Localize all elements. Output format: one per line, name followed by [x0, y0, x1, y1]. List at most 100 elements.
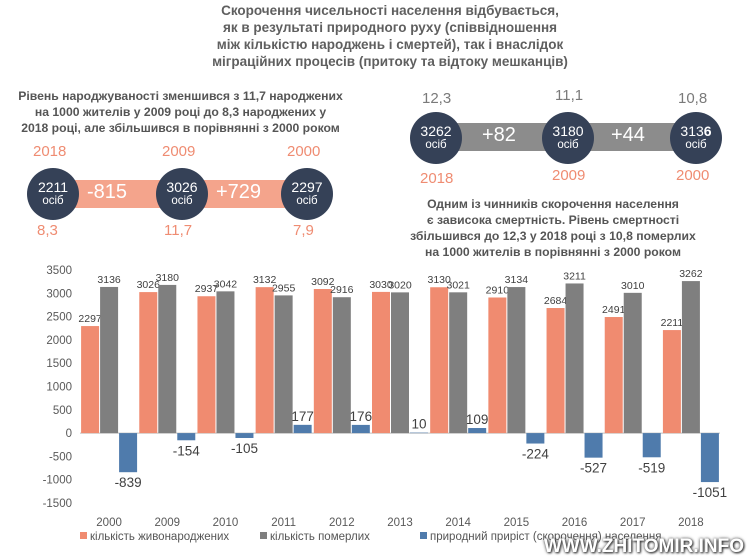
bar-natural-2011 [293, 424, 312, 434]
deaths-year-2018: 2018 [420, 170, 454, 187]
data-label-deaths-2013: 3020 [388, 279, 412, 291]
y-tick-label: -1500 [43, 498, 72, 510]
bar-births-2015 [488, 297, 507, 434]
bar-births-2018 [662, 330, 681, 434]
deaths-count-2009: 3180 [552, 123, 584, 139]
data-label-births-2009: 3026 [137, 279, 161, 291]
legend-births-label: кількість живонароджених [90, 531, 230, 543]
data-label-births-2012: 3092 [311, 276, 335, 288]
unit-label: осіб [42, 195, 64, 207]
deaths-rate-2018: 12,3 [422, 90, 452, 107]
bar-deaths-2000 [100, 286, 119, 434]
births-rate-2009: 11,7 [164, 222, 193, 239]
data-label-natural-2014: 109 [466, 412, 489, 427]
data-label-natural-2017: -519 [638, 460, 665, 475]
bar-deaths-2016 [565, 283, 584, 434]
legend-births-swatch [80, 532, 87, 539]
bar-natural-2012 [351, 424, 370, 434]
bar-births-2000 [81, 326, 100, 434]
births-year-2009: 2009 [162, 143, 196, 160]
births-year-2018: 2018 [33, 143, 67, 160]
data-label-natural-2000: -839 [115, 475, 142, 490]
legend-deaths-label: кількість померлих [270, 531, 370, 543]
y-tick-label: 1500 [46, 358, 72, 370]
deaths-change-2000-2009: +44 [611, 124, 645, 146]
bar-births-2012 [313, 289, 332, 434]
deaths-rate-2000: 10,8 [678, 90, 708, 107]
bar-births-2017 [604, 317, 623, 434]
bar-deaths-2009 [158, 284, 177, 434]
data-label-natural-2009: -154 [173, 443, 201, 458]
bar-deaths-2010 [216, 291, 235, 434]
data-label-deaths-2018: 3262 [679, 268, 703, 280]
bar-deaths-2011 [274, 295, 293, 434]
bar-births-2009 [139, 292, 158, 434]
unit-label: осіб [685, 139, 707, 151]
y-tick-label: 3500 [46, 265, 72, 277]
y-tick-label: -500 [49, 451, 72, 463]
data-label-deaths-2014: 3021 [447, 279, 471, 291]
data-label-births-2018: 2211 [661, 317, 684, 329]
data-label-births-2014: 3130 [428, 274, 452, 286]
data-label-deaths-2000: 3136 [97, 274, 121, 286]
bar-natural-2018 [700, 433, 719, 483]
unit-label: осіб [557, 139, 579, 151]
births-change-2000-2009: +729 [216, 181, 262, 203]
deaths-circle-2018: 3262 осіб [410, 112, 462, 164]
data-label-natural-2010: -105 [231, 441, 258, 456]
data-label-deaths-2011: 2955 [272, 282, 296, 294]
data-label-natural-2011: 177 [291, 409, 314, 424]
bar-deaths-2012 [332, 297, 351, 434]
data-label-deaths-2017: 3010 [621, 280, 645, 292]
x-tick-label: 2010 [213, 517, 239, 529]
deaths-circle-2000: 3136 осіб [670, 112, 722, 164]
data-label-births-2015: 2910 [486, 284, 510, 296]
x-tick-label: 2011 [271, 517, 296, 529]
deaths-change-2009-2018: +82 [482, 124, 516, 146]
bar-births-2011 [255, 287, 274, 434]
x-tick-label: 2013 [387, 517, 413, 529]
deaths-circle-2009: 3180 осіб [542, 112, 594, 164]
deaths-count-2000-prefix: 313 [680, 123, 704, 139]
x-tick-label: 2015 [504, 517, 530, 529]
deaths-year-2009: 2009 [552, 167, 586, 184]
legend-natural-swatch [420, 532, 427, 539]
bar-births-2013 [372, 291, 390, 434]
data-label-births-2000: 2297 [78, 313, 102, 325]
data-label-births-2013: 3030 [369, 279, 393, 291]
data-label-births-2016: 2684 [544, 295, 568, 307]
x-tick-label: 2016 [562, 517, 588, 529]
y-tick-label: 500 [53, 405, 72, 417]
births-circle-2018: 2211 осіб [27, 168, 79, 220]
deaths-count-2018: 3262 [420, 123, 452, 139]
x-tick-label: 2012 [329, 517, 355, 529]
x-tick-label: 2014 [445, 517, 471, 529]
bar-births-2014 [430, 287, 449, 434]
watermark: WWW.ZHITOMIR.INFO [543, 536, 744, 557]
x-tick-label: 2017 [620, 517, 646, 529]
y-tick-label: 2500 [46, 312, 72, 324]
births-count-2000: 2297 [291, 179, 323, 195]
deaths-description: Одним із чинників скорочення населення є… [410, 197, 696, 259]
legend-deaths: кількість померлих [260, 531, 370, 543]
data-label-deaths-2015: 3134 [505, 274, 529, 286]
bar-natural-2014 [468, 428, 487, 434]
data-label-births-2017: 2491 [602, 304, 626, 316]
infographic-title: Скорочення чисельності населення відбува… [212, 3, 568, 69]
y-tick-label: -1000 [43, 475, 72, 487]
unit-label: осіб [296, 195, 318, 207]
bar-deaths-2018 [681, 281, 700, 434]
unit-label: осіб [171, 195, 193, 207]
data-label-natural-2015: -224 [522, 447, 550, 462]
deaths-count-2000: 3136 [670, 123, 722, 139]
x-tick-label: 2018 [678, 517, 704, 529]
y-tick-label: 3000 [46, 288, 72, 300]
unit-label: осіб [425, 139, 447, 151]
legend-births: кількість живонароджених [80, 531, 229, 543]
deaths-rate-2009: 11,1 [555, 87, 584, 104]
y-tick-label: 2000 [46, 335, 72, 347]
legend-natural: природний приріст (скорочення) населення [420, 531, 661, 543]
y-tick-label: 0 [66, 428, 72, 440]
births-count-2009: 3026 [166, 179, 198, 195]
bar-deaths-2015 [507, 287, 526, 434]
